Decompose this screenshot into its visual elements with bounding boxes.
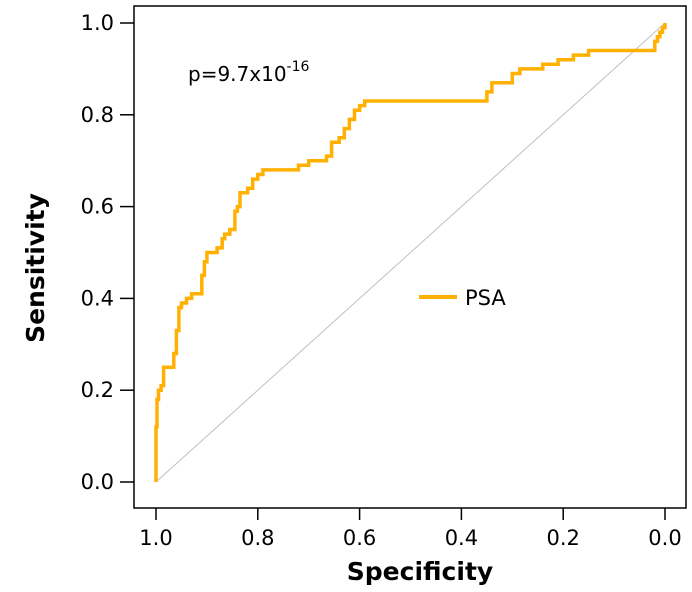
y-axis-title: Sensitivity xyxy=(21,193,50,343)
legend: PSA xyxy=(419,286,506,310)
p-value-exponent: -16 xyxy=(287,59,310,75)
x-tick-label: 0.8 xyxy=(241,526,274,550)
legend-label-psa: PSA xyxy=(465,286,506,310)
y-tick-label: 1.0 xyxy=(81,11,114,35)
y-tick-label: 0.8 xyxy=(81,103,114,127)
x-tick-label: 0.6 xyxy=(343,526,376,550)
x-tick-label: 1.0 xyxy=(139,526,172,550)
p-value-annotation: p=9.7x10-16 xyxy=(188,59,310,86)
diagonal-reference-line xyxy=(155,22,666,483)
y-tick-label: 0.4 xyxy=(81,286,114,310)
y-tick-label: 0.0 xyxy=(81,470,114,494)
y-axis: 0.0 0.2 0.4 0.6 0.8 1.0 xyxy=(81,11,134,494)
y-tick-label: 0.2 xyxy=(81,378,114,402)
x-tick-label: 0.0 xyxy=(648,526,681,550)
x-axis: 1.0 0.8 0.6 0.4 0.2 0.0 xyxy=(139,508,682,550)
plot-frame xyxy=(133,5,687,509)
p-value-base: p=9.7x10 xyxy=(188,62,287,86)
x-tick-label: 0.2 xyxy=(546,526,579,550)
x-tick-label: 0.4 xyxy=(445,526,478,550)
y-tick-label: 0.6 xyxy=(81,195,114,219)
x-axis-title: Specificity xyxy=(347,557,493,586)
roc-curve-psa xyxy=(154,23,667,482)
